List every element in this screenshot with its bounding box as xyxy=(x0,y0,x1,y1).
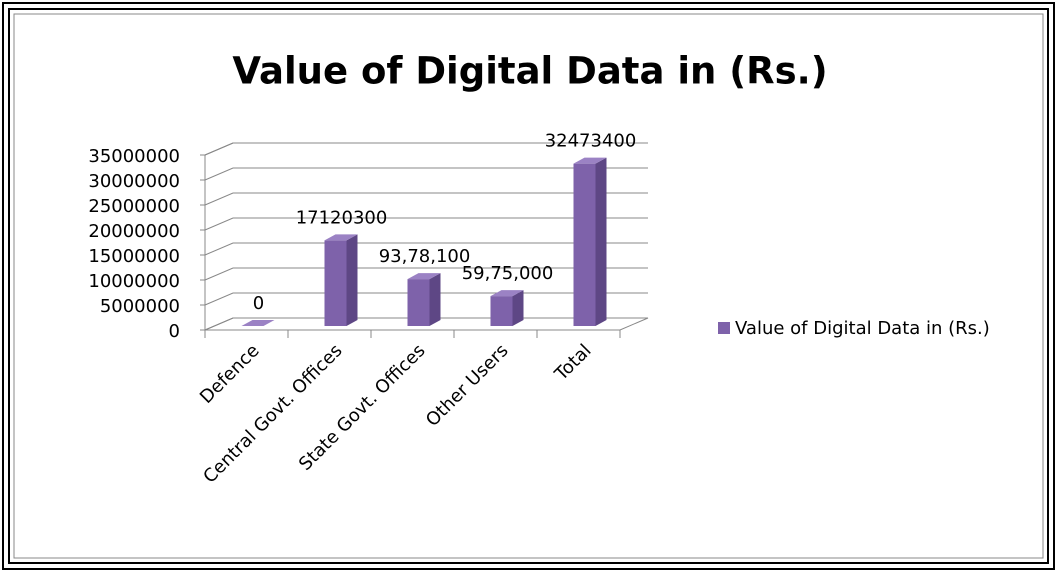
x-tick-label: Other Users xyxy=(422,340,513,431)
legend-label: Value of Digital Data in (Rs.) xyxy=(735,318,990,339)
grid-line xyxy=(204,142,648,156)
y-tick-label: 30000000 xyxy=(88,171,180,192)
y-tick-label: 20000000 xyxy=(88,221,180,242)
bar-top xyxy=(573,157,607,164)
bar-side xyxy=(595,157,607,326)
legend-swatch xyxy=(718,322,730,334)
chart-area-border xyxy=(13,13,1044,559)
grid-line xyxy=(204,217,648,231)
grid-line xyxy=(204,242,648,256)
bar-top xyxy=(324,234,358,241)
bar xyxy=(324,240,347,326)
bar xyxy=(490,296,513,326)
x-tick-label: Total xyxy=(550,340,595,385)
inner-border xyxy=(8,8,1049,564)
bar-side xyxy=(512,290,524,326)
y-tick-label: 0 xyxy=(169,321,180,342)
x-tick-label: Central Govt. Offices xyxy=(199,340,346,487)
y-tick-label: 5000000 xyxy=(100,296,180,317)
bar xyxy=(573,163,596,326)
grid-line xyxy=(204,167,648,181)
bar-side xyxy=(429,273,441,326)
grid-line xyxy=(204,267,648,281)
data-label: 32473400 xyxy=(545,131,637,152)
data-label: 93,78,100 xyxy=(379,246,471,267)
y-tick-label: 15000000 xyxy=(88,246,180,267)
data-label: 59,75,000 xyxy=(462,263,554,284)
bar-top xyxy=(490,290,524,297)
back-wall-edge xyxy=(204,142,234,330)
data-label: 0 xyxy=(253,293,264,314)
y-tick-label: 35000000 xyxy=(88,146,180,167)
y-tick-label: 10000000 xyxy=(88,271,180,292)
bar-top xyxy=(407,273,441,280)
bar-top xyxy=(241,320,275,326)
bar-side xyxy=(346,234,358,326)
grid-line xyxy=(204,192,648,206)
bar xyxy=(407,279,430,326)
y-tick-label: 25000000 xyxy=(88,196,180,217)
x-tick-label: Defence xyxy=(196,340,264,408)
chart-title: Value of Digital Data in (Rs.) xyxy=(232,50,827,93)
data-label: 17120300 xyxy=(296,207,388,228)
